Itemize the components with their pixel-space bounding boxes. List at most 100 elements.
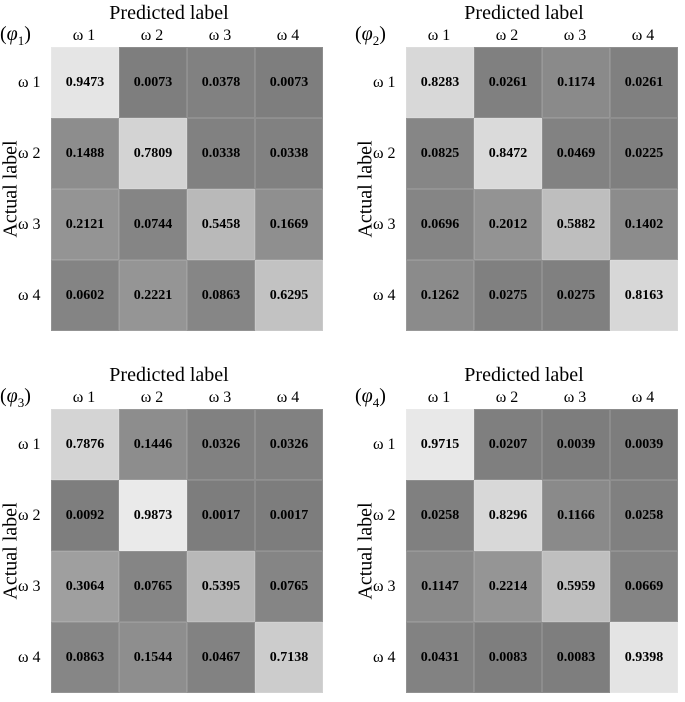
heatmap-cell: 0.0378: [187, 47, 255, 118]
heatmap-cell: 0.7876: [51, 409, 119, 480]
y-axis-title: Actual label: [354, 140, 377, 238]
heatmap-grid: 0.7876 0.1446 0.0326 0.0326 0.0092 0.9873 0.00…: [51, 409, 323, 693]
panel-label-subscript: 3: [17, 395, 25, 410]
x-tick-labels: ω 1 ω 2 ω 3 ω 4: [50, 26, 322, 46]
heatmap-cell: 0.1174: [542, 47, 610, 118]
y-axis-title: Actual label: [0, 502, 22, 600]
heatmap-cell: 0.2121: [51, 189, 119, 260]
x-tick-label: ω 1: [427, 389, 451, 406]
heatmap-cell: 0.5458: [187, 189, 255, 260]
confusion-matrix-panel-3: Predicted label (φ3) ω 1 ω 2 ω 3 ω 4 ω 1 ω 2 ω 3…: [0, 362, 323, 702]
panel-label: (φ2): [355, 23, 386, 48]
heatmap-cell: 0.0326: [187, 409, 255, 480]
heatmap-cell: 0.0073: [119, 47, 187, 118]
x-tick-label: ω 4: [276, 27, 300, 44]
heatmap-cell: 0.1488: [51, 118, 119, 189]
x-tick-label: ω 1: [427, 27, 451, 44]
y-axis-title: Actual label: [354, 502, 377, 600]
x-axis-title: Predicted label: [109, 364, 229, 386]
heatmap-cell: 0.0039: [610, 409, 678, 480]
x-tick-label: ω 2: [140, 27, 164, 44]
heatmap-cell: 0.0017: [187, 480, 255, 551]
heatmap-cell: 0.7138: [255, 622, 323, 693]
heatmap-cell: 0.0261: [610, 47, 678, 118]
heatmap-cell: 0.1544: [119, 622, 187, 693]
x-tick-label: ω 1: [72, 389, 96, 406]
x-tick-label: ω 4: [276, 389, 300, 406]
panel-label: (φ3): [0, 385, 31, 410]
y-tick-label: ω 1: [18, 73, 41, 91]
y-tick-label: ω 4: [18, 648, 41, 666]
x-tick-label: ω 3: [208, 389, 232, 406]
heatmap-cell: 0.0825: [406, 118, 474, 189]
heatmap-cell: 0.0083: [474, 622, 542, 693]
heatmap-cell: 0.9473: [51, 47, 119, 118]
x-tick-label: ω 3: [208, 27, 232, 44]
x-axis-title: Predicted label: [464, 2, 584, 24]
panel-label-subscript: 2: [372, 33, 380, 48]
y-tick-label: ω 2: [18, 144, 41, 162]
y-tick-labels: ω 1 ω 2 ω 3 ω 4: [373, 47, 405, 331]
heatmap-cell: 0.1446: [119, 409, 187, 480]
y-tick-labels: ω 1 ω 2 ω 3 ω 4: [373, 409, 405, 693]
panel-label-subscript: 1: [17, 33, 25, 48]
heatmap-cell: 0.0258: [406, 480, 474, 551]
heatmap-cell: 0.1402: [610, 189, 678, 260]
heatmap-cell: 0.0338: [255, 118, 323, 189]
heatmap-cell: 0.2221: [119, 260, 187, 331]
heatmap-cell: 0.8472: [474, 118, 542, 189]
x-tick-labels: ω 1 ω 2 ω 3 ω 4: [405, 388, 677, 408]
heatmap-cell: 0.0258: [610, 480, 678, 551]
heatmap-cell: 0.0039: [542, 409, 610, 480]
confusion-matrix-panel-1: Predicted label (φ1) ω 1 ω 2 ω 3 ω 4 ω 1 ω 2 ω 3…: [0, 0, 323, 340]
panel-label-subscript: 4: [372, 395, 380, 410]
heatmap-cell: 0.1166: [542, 480, 610, 551]
heatmap-cell: 0.0696: [406, 189, 474, 260]
heatmap-cell: 0.8296: [474, 480, 542, 551]
panel-label-symbol: φ: [361, 385, 373, 407]
heatmap-cell: 0.0863: [187, 260, 255, 331]
y-tick-label: ω 3: [18, 215, 41, 233]
heatmap-cell: 0.8283: [406, 47, 474, 118]
heatmap-cell: 0.8163: [610, 260, 678, 331]
y-tick-label: ω 4: [373, 286, 396, 304]
heatmap-cell: 0.9398: [610, 622, 678, 693]
heatmap-cell: 0.3064: [51, 551, 119, 622]
x-axis-title: Predicted label: [464, 364, 584, 386]
heatmap-cell: 0.5395: [187, 551, 255, 622]
heatmap-cell: 0.0765: [255, 551, 323, 622]
x-tick-label: ω 3: [563, 27, 587, 44]
heatmap-cell: 0.2214: [474, 551, 542, 622]
heatmap-cell: 0.0225: [610, 118, 678, 189]
heatmap-cell: 0.5882: [542, 189, 610, 260]
x-tick-labels: ω 1 ω 2 ω 3 ω 4: [405, 26, 677, 46]
heatmap-cell: 0.9873: [119, 480, 187, 551]
heatmap-cell: 0.0744: [119, 189, 187, 260]
heatmap-cell: 0.1262: [406, 260, 474, 331]
y-tick-label: ω 2: [373, 144, 396, 162]
x-tick-label: ω 4: [631, 389, 655, 406]
heatmap-cell: 0.0326: [255, 409, 323, 480]
x-tick-label: ω 2: [140, 389, 164, 406]
x-tick-label: ω 2: [495, 27, 519, 44]
heatmap-cell: 0.0207: [474, 409, 542, 480]
y-tick-label: ω 2: [18, 506, 41, 524]
heatmap-cell: 0.1147: [406, 551, 474, 622]
heatmap-grid: 0.9473 0.0073 0.0378 0.0073 0.1488 0.7809 0.03…: [51, 47, 323, 331]
panel-label: (φ4): [355, 385, 386, 410]
y-tick-label: ω 4: [18, 286, 41, 304]
panel-label-symbol: φ: [361, 23, 373, 45]
x-axis-title: Predicted label: [109, 2, 229, 24]
heatmap-cell: 0.0275: [542, 260, 610, 331]
heatmap-cell: 0.0669: [610, 551, 678, 622]
heatmap-cell: 0.0863: [51, 622, 119, 693]
y-tick-label: ω 1: [373, 435, 396, 453]
y-axis-title: Actual label: [0, 140, 22, 238]
heatmap-cell: 0.0073: [255, 47, 323, 118]
heatmap-cell: 0.0469: [542, 118, 610, 189]
heatmap-cell: 0.0602: [51, 260, 119, 331]
y-tick-label: ω 2: [373, 506, 396, 524]
confusion-matrix-panel-2: Predicted label (φ2) ω 1 ω 2 ω 3 ω 4 ω 1 ω 2 ω 3…: [354, 0, 678, 340]
heatmap-cell: 0.0261: [474, 47, 542, 118]
y-tick-label: ω 4: [373, 648, 396, 666]
